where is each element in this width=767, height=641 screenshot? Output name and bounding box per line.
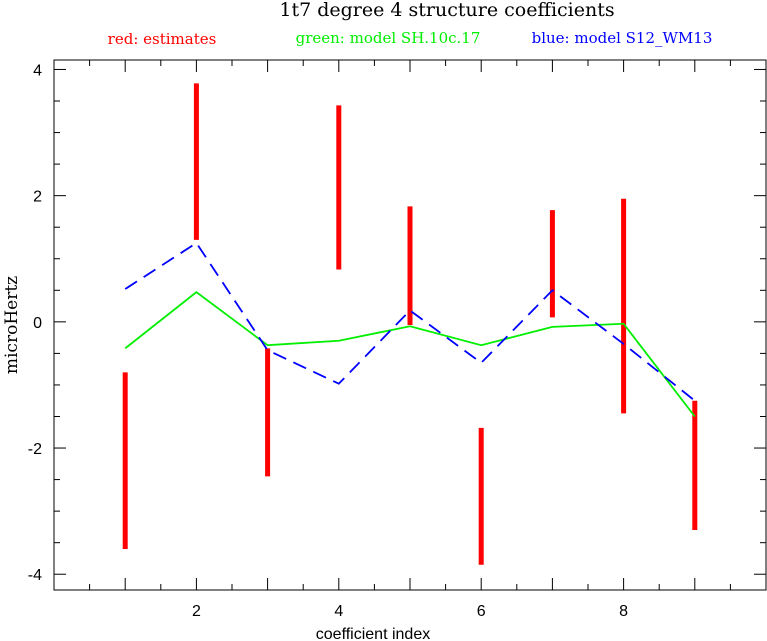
- x-axis-tick-labels: 2 4 6 8: [192, 603, 628, 620]
- legend-green-model: green: model SH.10c.17: [296, 29, 481, 47]
- y-tick-label: -4: [28, 567, 42, 584]
- green-model-line: [124, 291, 696, 418]
- estimates-errorbars: [122, 83, 698, 565]
- y-axis-ticks: [54, 68, 766, 575]
- y-tick-label: -2: [28, 441, 42, 458]
- legend-blue-model: blue: model S12_WM13: [532, 29, 713, 47]
- x-axis-ticks: [89, 60, 731, 590]
- legend-estimates: red: estimates: [108, 30, 217, 48]
- x-tick-label: 6: [477, 603, 486, 620]
- x-tick-label: 2: [192, 603, 201, 620]
- chart-title: 1t7 degree 4 structure coefficients: [279, 0, 614, 21]
- y-axis-label: microHertz: [2, 276, 22, 374]
- y-axis-tick-labels: -4 -2 0 2 4: [28, 62, 42, 584]
- x-tick-label: 8: [619, 603, 628, 620]
- x-tick-label: 4: [334, 603, 343, 620]
- y-tick-label: 0: [33, 315, 42, 332]
- blue-model-line: [124, 241, 696, 402]
- model-series: [124, 241, 696, 418]
- x-axis-label: coefficient index: [316, 626, 430, 641]
- y-tick-label: 2: [33, 189, 42, 206]
- y-tick-label: 4: [33, 62, 42, 79]
